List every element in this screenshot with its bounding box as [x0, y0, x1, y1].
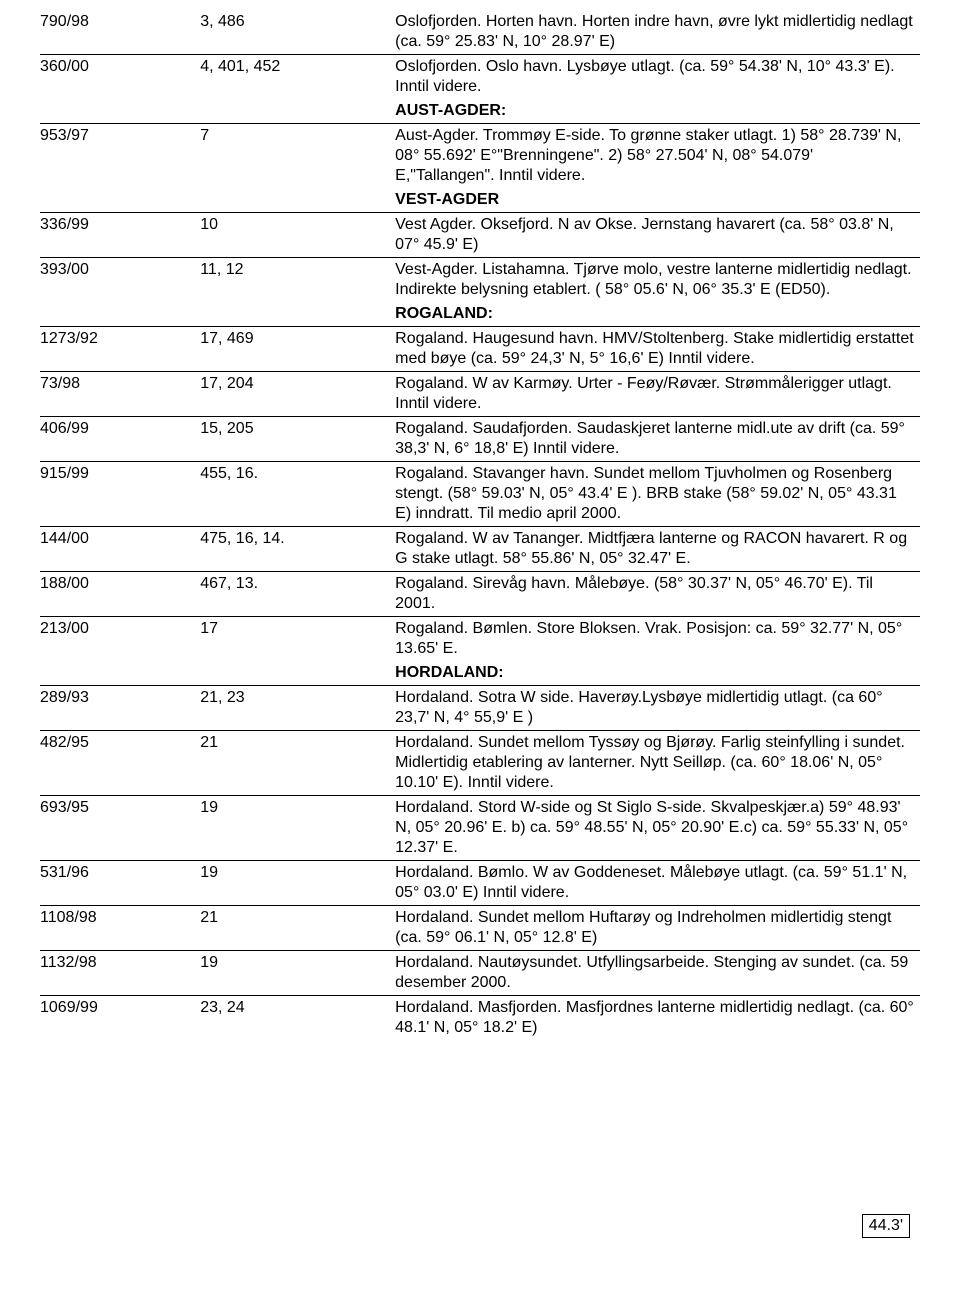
table-row: 1273/92 17, 469 Rogaland. Haugesund havn…	[40, 327, 920, 372]
table-row: 336/99 10 Vest Agder. Oksefjord. N av Ok…	[40, 213, 920, 258]
ref-cell: 336/99	[40, 213, 200, 258]
ref-cell: 531/96	[40, 861, 200, 906]
table-row: 360/00 4, 401, 452 Oslofjorden. Oslo hav…	[40, 55, 920, 100]
ref-cell: 915/99	[40, 462, 200, 527]
desc-cell: Rogaland. W av Tananger. Midtfjæra lante…	[395, 527, 920, 572]
chart-cell: 475, 16, 14.	[200, 527, 395, 572]
section-header-rogaland: ROGALAND:	[40, 302, 920, 327]
desc-cell: Rogaland. Sirevåg havn. Målebøye. (58° 3…	[395, 572, 920, 617]
table-row: 693/95 19 Hordaland. Stord W-side og St …	[40, 796, 920, 861]
table-row: 482/95 21 Hordaland. Sundet mellom Tyssø…	[40, 731, 920, 796]
ref-cell: 289/93	[40, 686, 200, 731]
desc-cell: Hordaland. Bømlo. W av Goddeneset. Måleb…	[395, 861, 920, 906]
ref-cell: 73/98	[40, 372, 200, 417]
ref-cell: 144/00	[40, 527, 200, 572]
desc-cell: Rogaland. W av Karmøy. Urter - Feøy/Røvæ…	[395, 372, 920, 417]
desc-cell: Hordaland. Sundet mellom Huftarøy og Ind…	[395, 906, 920, 951]
table-row: 531/96 19 Hordaland. Bømlo. W av Goddene…	[40, 861, 920, 906]
ref-cell: 406/99	[40, 417, 200, 462]
desc-cell: Hordaland. Masfjorden. Masfjordnes lante…	[395, 996, 920, 1041]
chart-cell: 19	[200, 861, 395, 906]
chart-cell: 21, 23	[200, 686, 395, 731]
chart-cell: 7	[200, 124, 395, 189]
ref-cell: 1273/92	[40, 327, 200, 372]
desc-cell: Rogaland. Stavanger havn. Sundet mellom …	[395, 462, 920, 527]
section-header-aust-agder: AUST-AGDER:	[40, 99, 920, 124]
desc-cell: Hordaland. Sundet mellom Tyssøy og Bjørø…	[395, 731, 920, 796]
desc-cell: Hordaland. Nautøysundet. Utfyllingsarbei…	[395, 951, 920, 996]
table-row: 73/98 17, 204 Rogaland. W av Karmøy. Urt…	[40, 372, 920, 417]
chart-cell: 23, 24	[200, 996, 395, 1041]
ref-cell: 790/98	[40, 10, 200, 55]
notices-table: 790/98 3, 486 Oslofjorden. Horten havn. …	[40, 10, 920, 1040]
section-header-hordaland: HORDALAND:	[40, 661, 920, 686]
table-row: 953/97 7 Aust-Agder. Trommøy E-side. To …	[40, 124, 920, 189]
chart-cell: 17	[200, 617, 395, 662]
chart-cell: 11, 12	[200, 258, 395, 303]
table-row: 188/00 467, 13. Rogaland. Sirevåg havn. …	[40, 572, 920, 617]
section-title: AUST-AGDER:	[395, 99, 920, 124]
section-title: ROGALAND:	[395, 302, 920, 327]
table-row: 915/99 455, 16. Rogaland. Stavanger havn…	[40, 462, 920, 527]
table-row: 1069/99 23, 24 Hordaland. Masfjorden. Ma…	[40, 996, 920, 1041]
desc-cell: Vest-Agder. Listahamna. Tjørve molo, ves…	[395, 258, 920, 303]
chart-cell: 15, 205	[200, 417, 395, 462]
ref-cell: 1108/98	[40, 906, 200, 951]
desc-cell: Rogaland. Bømlen. Store Bloksen. Vrak. P…	[395, 617, 920, 662]
desc-cell: Aust-Agder. Trommøy E-side. To grønne st…	[395, 124, 920, 189]
table-row: 406/99 15, 205 Rogaland. Saudafjorden. S…	[40, 417, 920, 462]
page-note-text: 44.3'	[869, 1217, 903, 1234]
chart-cell: 17, 469	[200, 327, 395, 372]
chart-cell: 10	[200, 213, 395, 258]
section-header-vest-agder: VEST-AGDER	[40, 188, 920, 213]
chart-cell: 467, 13.	[200, 572, 395, 617]
table-row: 790/98 3, 486 Oslofjorden. Horten havn. …	[40, 10, 920, 55]
page-note-box: 44.3'	[862, 1214, 910, 1238]
ref-cell: 953/97	[40, 124, 200, 189]
section-title: VEST-AGDER	[395, 188, 920, 213]
desc-cell: Vest Agder. Oksefjord. N av Okse. Jernst…	[395, 213, 920, 258]
ref-cell: 693/95	[40, 796, 200, 861]
table-row: 1108/98 21 Hordaland. Sundet mellom Huft…	[40, 906, 920, 951]
ref-cell: 188/00	[40, 572, 200, 617]
desc-cell: Rogaland. Haugesund havn. HMV/Stoltenber…	[395, 327, 920, 372]
ref-cell: 1069/99	[40, 996, 200, 1041]
desc-cell: Hordaland. Stord W-side og St Siglo S-si…	[395, 796, 920, 861]
table-row: 1132/98 19 Hordaland. Nautøysundet. Utfy…	[40, 951, 920, 996]
chart-cell: 19	[200, 951, 395, 996]
table-row: 289/93 21, 23 Hordaland. Sotra W side. H…	[40, 686, 920, 731]
chart-cell: 455, 16.	[200, 462, 395, 527]
chart-cell: 3, 486	[200, 10, 395, 55]
chart-cell: 21	[200, 731, 395, 796]
desc-cell: Oslofjorden. Horten havn. Horten indre h…	[395, 10, 920, 55]
ref-cell: 482/95	[40, 731, 200, 796]
ref-cell: 213/00	[40, 617, 200, 662]
table-row: 144/00 475, 16, 14. Rogaland. W av Tanan…	[40, 527, 920, 572]
table-row: 393/00 11, 12 Vest-Agder. Listahamna. Tj…	[40, 258, 920, 303]
chart-cell: 17, 204	[200, 372, 395, 417]
desc-cell: Hordaland. Sotra W side. Haverøy.Lysbøye…	[395, 686, 920, 731]
ref-cell: 1132/98	[40, 951, 200, 996]
desc-cell: Oslofjorden. Oslo havn. Lysbøye utlagt. …	[395, 55, 920, 100]
table-row: 213/00 17 Rogaland. Bømlen. Store Blokse…	[40, 617, 920, 662]
chart-cell: 19	[200, 796, 395, 861]
section-title: HORDALAND:	[395, 661, 920, 686]
chart-cell: 21	[200, 906, 395, 951]
desc-cell: Rogaland. Saudafjorden. Saudaskjeret lan…	[395, 417, 920, 462]
ref-cell: 360/00	[40, 55, 200, 100]
chart-cell: 4, 401, 452	[200, 55, 395, 100]
ref-cell: 393/00	[40, 258, 200, 303]
